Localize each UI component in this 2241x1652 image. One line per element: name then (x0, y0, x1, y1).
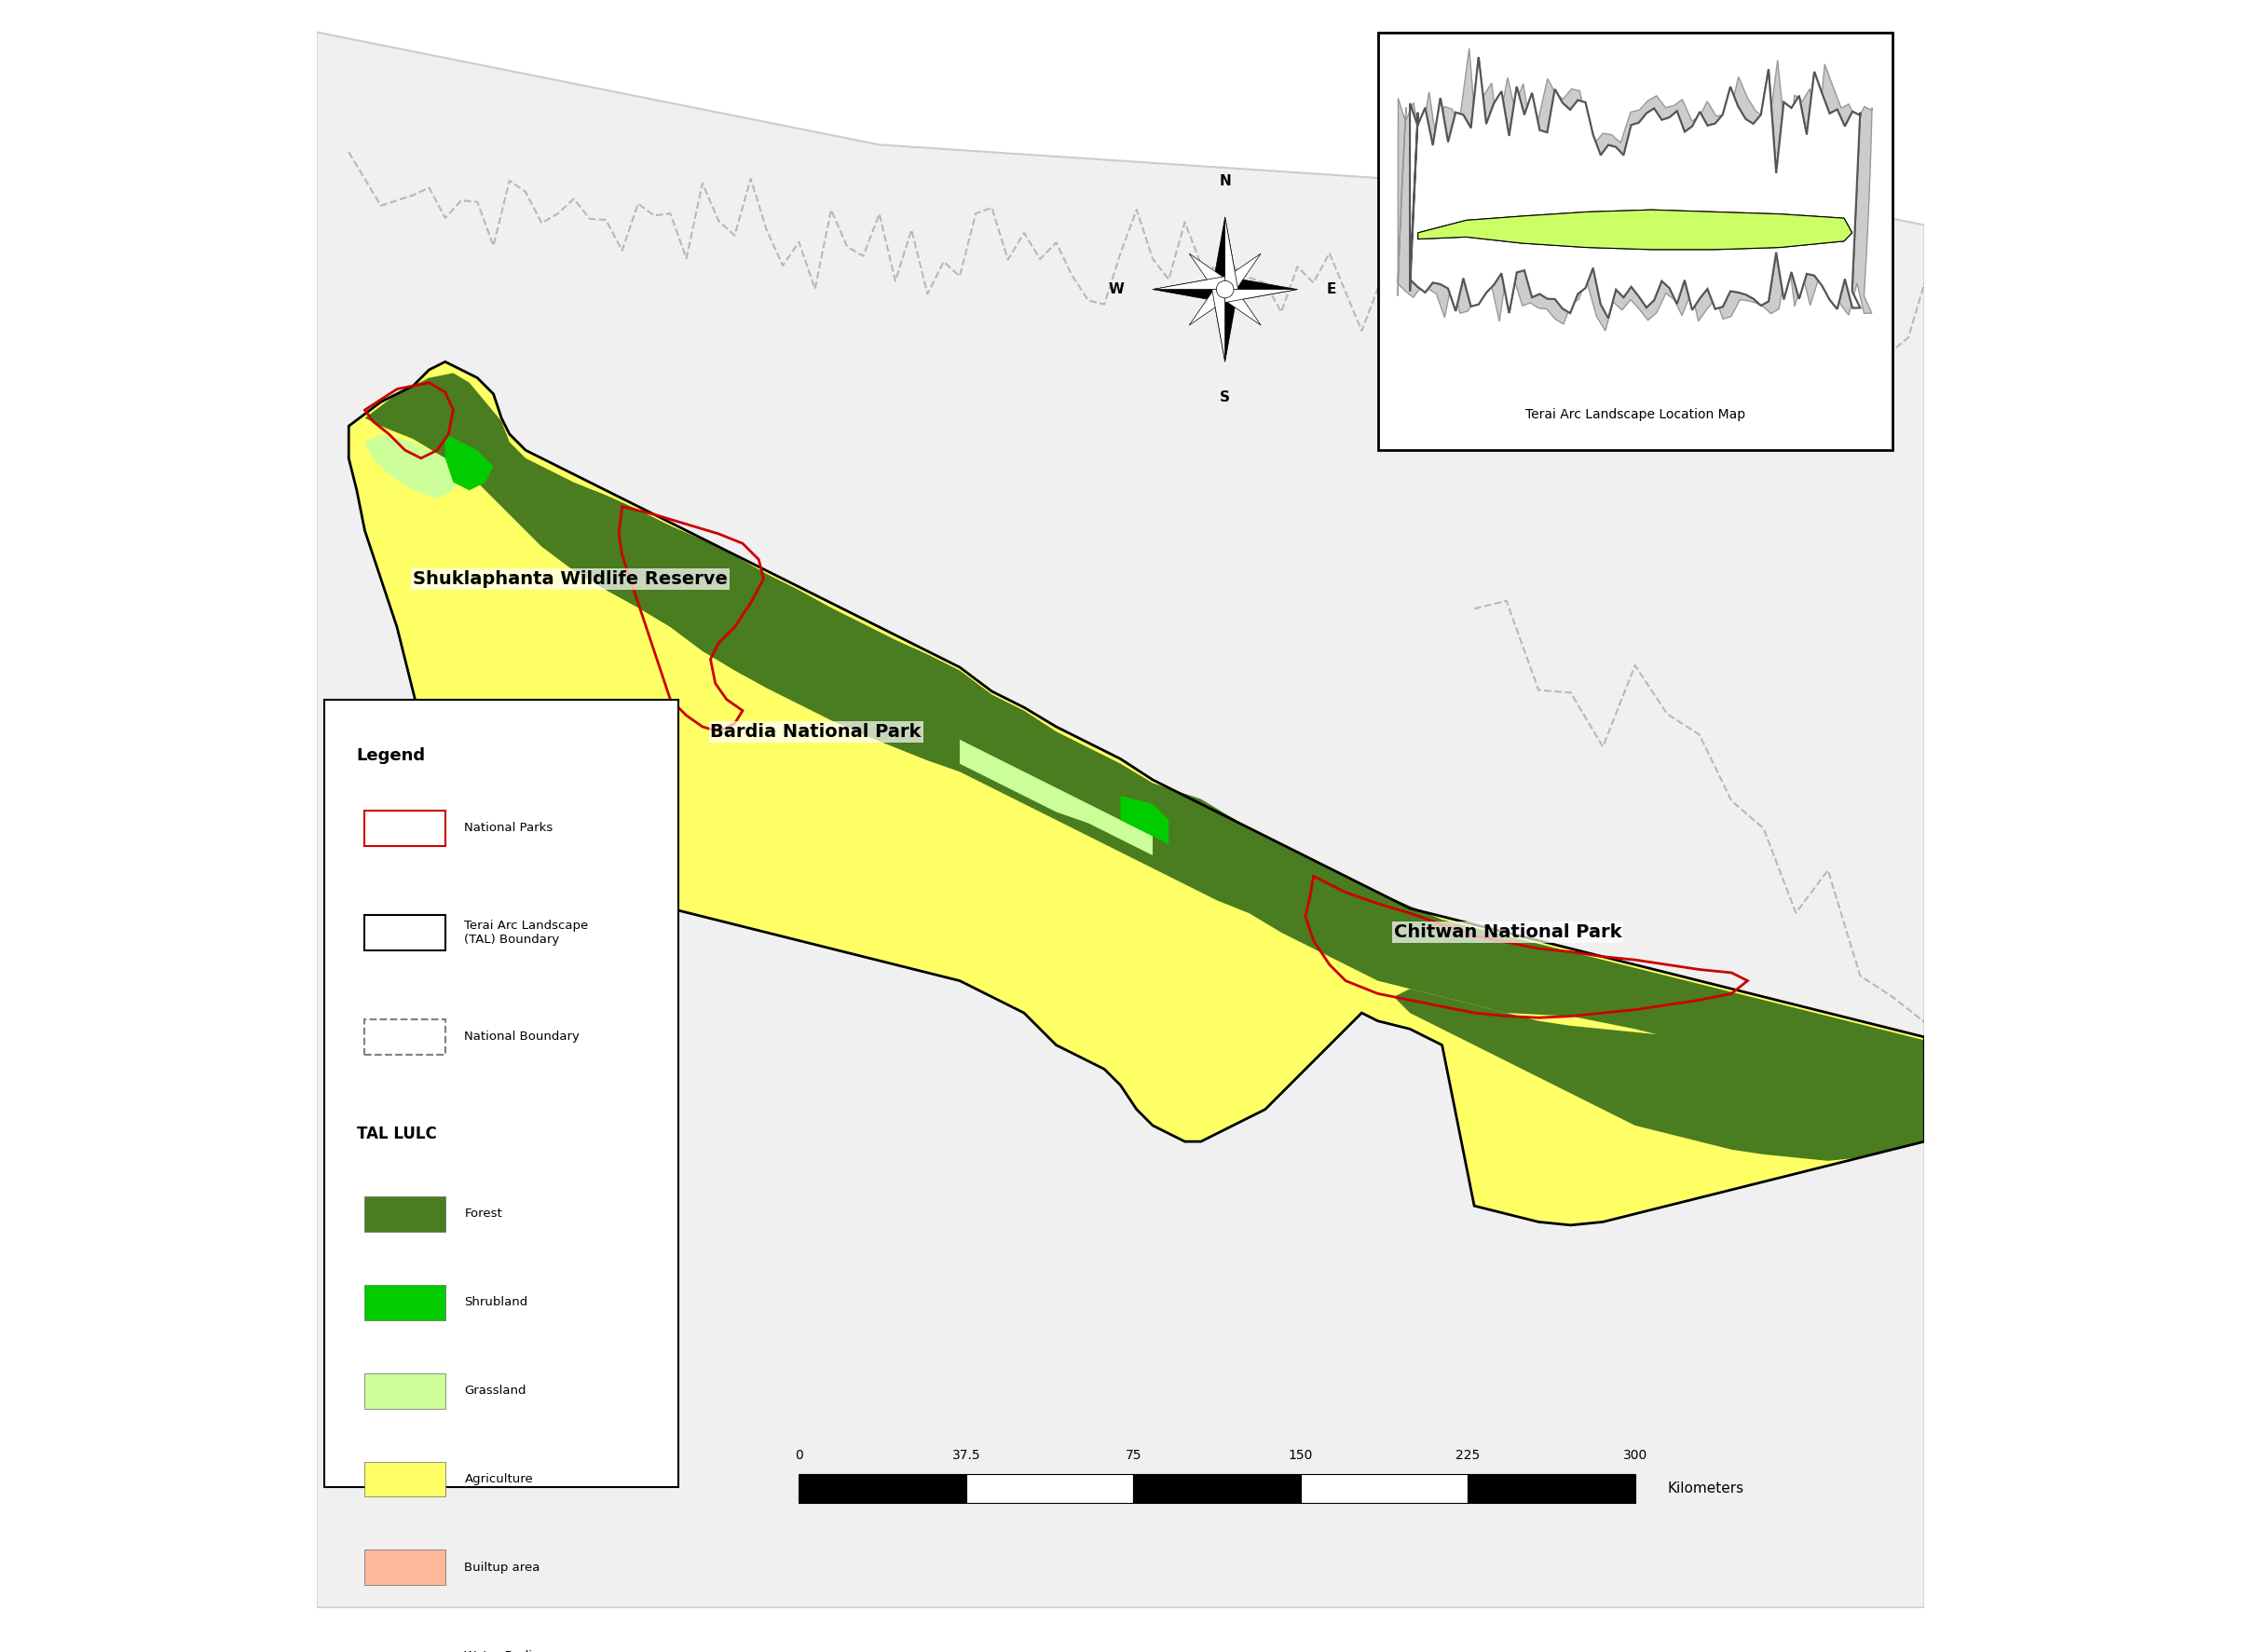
Polygon shape (365, 434, 462, 499)
Circle shape (1217, 281, 1235, 297)
Text: 225: 225 (1457, 1449, 1479, 1462)
Polygon shape (1120, 796, 1170, 844)
Text: Bardia National Park: Bardia National Park (710, 722, 921, 740)
Polygon shape (1226, 276, 1298, 302)
Text: Chitwan National Park: Chitwan National Park (1394, 923, 1622, 942)
Text: National Parks: National Parks (464, 823, 554, 834)
Bar (365, 1462, 446, 1497)
Polygon shape (1419, 210, 1851, 249)
Bar (365, 1373, 446, 1409)
Text: Shrubland: Shrubland (464, 1297, 529, 1308)
Text: Kilometers: Kilometers (1667, 1482, 1743, 1495)
Polygon shape (1190, 282, 1233, 325)
Polygon shape (1219, 282, 1262, 325)
Text: Shuklaphanta Wildlife Reserve: Shuklaphanta Wildlife Reserve (412, 570, 728, 588)
Polygon shape (1410, 58, 1860, 319)
Text: N: N (1219, 173, 1230, 188)
Bar (365, 1019, 446, 1054)
Bar (1468, 1474, 1636, 1503)
Polygon shape (1394, 990, 1925, 1161)
Bar (365, 1550, 446, 1586)
Text: S: S (1219, 390, 1230, 405)
Bar (365, 1196, 446, 1231)
Polygon shape (1410, 58, 1860, 319)
Text: Terai Arc Landscape
(TAL) Boundary: Terai Arc Landscape (TAL) Boundary (464, 920, 589, 945)
Text: Legend: Legend (356, 748, 426, 765)
Bar (1300, 1474, 1468, 1503)
Polygon shape (316, 31, 1925, 1607)
Text: Grassland: Grassland (464, 1384, 527, 1398)
Text: Builtup area: Builtup area (464, 1561, 540, 1574)
Polygon shape (1212, 216, 1237, 289)
Text: 75: 75 (1125, 1449, 1141, 1462)
Polygon shape (1219, 254, 1262, 296)
Text: Terai Arc Landscape Location Map: Terai Arc Landscape Location Map (1526, 408, 1746, 421)
Text: Water Bodies: Water Bodies (464, 1650, 547, 1652)
Text: TAL LULC: TAL LULC (356, 1125, 437, 1142)
Bar (800, 1474, 966, 1503)
Polygon shape (1419, 210, 1851, 249)
Polygon shape (1152, 276, 1226, 289)
Text: Forest: Forest (464, 1208, 502, 1219)
Bar (1134, 1474, 1300, 1503)
Text: 37.5: 37.5 (952, 1449, 979, 1462)
Bar (966, 1474, 1134, 1503)
Polygon shape (446, 434, 493, 491)
Text: 300: 300 (1622, 1449, 1647, 1462)
Polygon shape (365, 373, 1925, 1077)
FancyBboxPatch shape (325, 699, 679, 1487)
Text: National Boundary: National Boundary (464, 1031, 580, 1042)
Polygon shape (1226, 216, 1237, 289)
Bar (365, 915, 446, 950)
Bar (365, 1285, 446, 1320)
Bar (365, 811, 446, 846)
Text: Agriculture: Agriculture (464, 1474, 533, 1485)
Bar (365, 1639, 446, 1652)
Polygon shape (1212, 289, 1237, 362)
Polygon shape (959, 740, 1152, 856)
Text: 0: 0 (796, 1449, 802, 1462)
Polygon shape (350, 362, 1925, 1226)
Text: E: E (1327, 282, 1336, 296)
Text: 150: 150 (1289, 1449, 1313, 1462)
Polygon shape (1226, 289, 1298, 302)
Polygon shape (1398, 48, 1871, 330)
Polygon shape (1190, 254, 1233, 296)
Polygon shape (1152, 276, 1226, 302)
Bar (1378, 31, 1891, 451)
Polygon shape (1212, 289, 1226, 362)
Text: W: W (1107, 282, 1123, 296)
